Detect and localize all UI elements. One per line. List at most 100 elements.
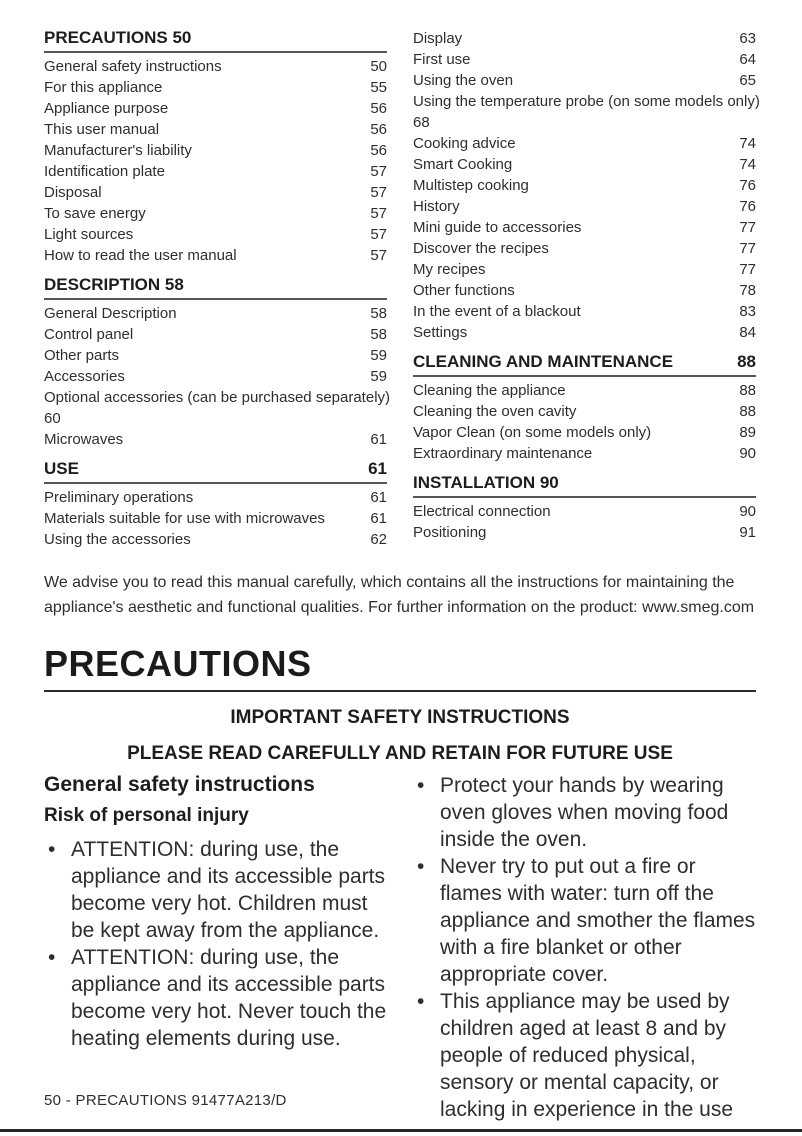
toc-entry-page: 83 (739, 303, 756, 320)
safety-bullet-item: ATTENTION: during use, the appliance and… (44, 836, 387, 944)
toc-entry: Using the temperature probe (on some mod… (413, 91, 760, 133)
toc-section: CLEANING AND MAINTENANCE 88 Cleaning the a… (413, 352, 756, 464)
toc-entry: Manufacturer's liability 56 (44, 140, 387, 161)
toc-entry: General safety instructions 50 (44, 56, 387, 77)
toc-entry-label: Vapor Clean (on some models only) (413, 424, 652, 441)
toc-entry-label: In the event of a blackout (413, 303, 581, 320)
toc-section-title: PRECAUTIONS 50 (44, 28, 192, 47)
toc-entry: For this appliance 55 (44, 77, 387, 98)
toc-entry: Preliminary operations 61 (44, 487, 387, 508)
toc-entry: Microwaves 61 (44, 429, 387, 450)
safety-bullet-list-right: Protect your hands by wearing oven glove… (413, 772, 756, 1123)
toc-entry-page: 56 (370, 100, 387, 117)
toc-entry-page: 57 (370, 205, 387, 222)
toc-entry-page: 78 (739, 282, 756, 299)
toc-entry: Disposal 57 (44, 182, 387, 203)
toc-entry-page: 61 (370, 489, 387, 506)
toc-entry: To save energy 57 (44, 203, 387, 224)
toc-entry-page: 55 (370, 79, 387, 96)
toc-entry: First use 64 (413, 49, 756, 70)
toc-entry-label: General safety instructions (44, 58, 222, 75)
toc-entry-page: 56 (370, 121, 387, 138)
toc-entry: Other parts 59 (44, 345, 387, 366)
toc-entry: Cleaning the appliance 88 (413, 380, 756, 401)
toc-entry: Accessories 59 (44, 366, 387, 387)
title-rule (44, 690, 756, 692)
toc-entry-page: 84 (739, 324, 756, 341)
toc-entry-page: 90 (739, 503, 756, 520)
toc-entry-label: Other parts (44, 347, 120, 364)
toc-entry: Extraordinary maintenance 90 (413, 443, 756, 464)
toc-entry: This user manual 56 (44, 119, 387, 140)
toc-entry-label: Optional accessories (can be purchased s… (44, 389, 391, 406)
toc-entry-page: 57 (370, 226, 387, 243)
toc-entry-label: For this appliance (44, 79, 163, 96)
toc-entry-page: 61 (370, 431, 387, 448)
safety-bullet-item: This appliance may be used by children a… (413, 988, 756, 1123)
toc-section: Display 63 First use 64 Using the oven 65 Usin… (413, 28, 760, 343)
toc-entry: Cooking advice 74 (413, 133, 756, 154)
toc-entry-page: 74 (739, 156, 756, 173)
toc-section-header: PRECAUTIONS 50 (44, 28, 387, 53)
toc-entry-page: 57 (370, 163, 387, 180)
toc-entry-page: 65 (739, 72, 756, 89)
toc-entry: Control panel 58 (44, 324, 387, 345)
toc-entry-page: 88 (739, 382, 756, 399)
toc-entry-page: 77 (739, 219, 756, 236)
toc-entry-page: 56 (370, 142, 387, 159)
risk-personal-injury-heading: Risk of personal injury (44, 805, 249, 826)
toc-entry-label: Materials suitable for use with microwav… (44, 510, 325, 527)
toc-entry: Materials suitable for use with microwav… (44, 508, 387, 529)
toc-entry-page: 62 (370, 531, 387, 548)
toc-entry-page: 90 (739, 445, 756, 462)
toc-entry-label: Cleaning the oven cavity (413, 403, 577, 420)
toc-entry-label: Positioning (413, 524, 487, 541)
intro-paragraph: We advise you to read this manual carefu… (44, 574, 755, 616)
toc-section-header: USE 61 (44, 459, 387, 484)
toc-section-header: DESCRIPTION 58 (44, 275, 387, 300)
toc-left-column: PRECAUTIONS 50 General safety instruction… (44, 28, 391, 552)
toc-entry-label: Cooking advice (413, 135, 516, 152)
toc-entry-label: First use (413, 51, 471, 68)
toc-entry-label: Using the temperature probe (on some mod… (413, 93, 760, 110)
safety-body: General safety instructions Risk of pers… (44, 772, 756, 1123)
toc-entry-page: 77 (739, 240, 756, 257)
safety-bullet-item: ATTENTION: during use, the appliance and… (44, 944, 387, 1052)
safety-subtitle-retain: PLEASE READ CAREFULLY AND RETAIN FOR FUT… (127, 743, 673, 764)
toc-entry: Mini guide to accessories 77 (413, 217, 756, 238)
toc-entry: How to read the user manual 57 (44, 245, 387, 266)
toc-entry-page: 88 (739, 403, 756, 420)
toc-section: USE 61 Preliminary operations 61 Materials s… (44, 459, 387, 550)
toc-entry: Multistep cooking 76 (413, 175, 756, 196)
toc-entry-label: My recipes (413, 261, 486, 278)
toc-entry-page: 76 (739, 198, 756, 215)
toc-entry-page: 91 (739, 524, 756, 541)
toc-section-page: 61 (368, 459, 387, 478)
toc-entry: Discover the recipes 77 (413, 238, 756, 259)
toc-entry: Light sources 57 (44, 224, 387, 245)
toc-entry: In the event of a blackout 83 (413, 301, 756, 322)
toc-entry: My recipes 77 (413, 259, 756, 280)
safety-subtitle-important: IMPORTANT SAFETY INSTRUCTIONS (230, 707, 570, 728)
toc-section-title: DESCRIPTION 58 (44, 275, 184, 294)
toc-section-header: INSTALLATION 90 (413, 473, 756, 498)
toc-entry-label: Other functions (413, 282, 515, 299)
toc-entry-label: Light sources (44, 226, 134, 243)
toc-entry-label: General Description (44, 305, 177, 322)
toc-entry: Vapor Clean (on some models only) 89 (413, 422, 756, 443)
safety-bullet-item: Never try to put out a fire or flames wi… (413, 853, 756, 988)
safety-bullet-item: Protect your hands by wearing oven glove… (413, 772, 756, 853)
toc-entry-page: 68 (413, 114, 430, 131)
toc-entry-label: Mini guide to accessories (413, 219, 582, 236)
toc-entry: Smart Cooking 74 (413, 154, 756, 175)
toc-entry-page: 50 (370, 58, 387, 75)
toc-entry: Electrical connection 90 (413, 501, 756, 522)
toc-entry-label: Smart Cooking (413, 156, 513, 173)
toc-entry: History 76 (413, 196, 756, 217)
toc-entry: Identification plate 57 (44, 161, 387, 182)
toc-entry-label: Accessories (44, 368, 125, 385)
toc-entry-label: Settings (413, 324, 468, 341)
toc-entry-page: 74 (739, 135, 756, 152)
toc-entry-page: 57 (370, 184, 387, 201)
toc-entry-page: 64 (739, 51, 756, 68)
